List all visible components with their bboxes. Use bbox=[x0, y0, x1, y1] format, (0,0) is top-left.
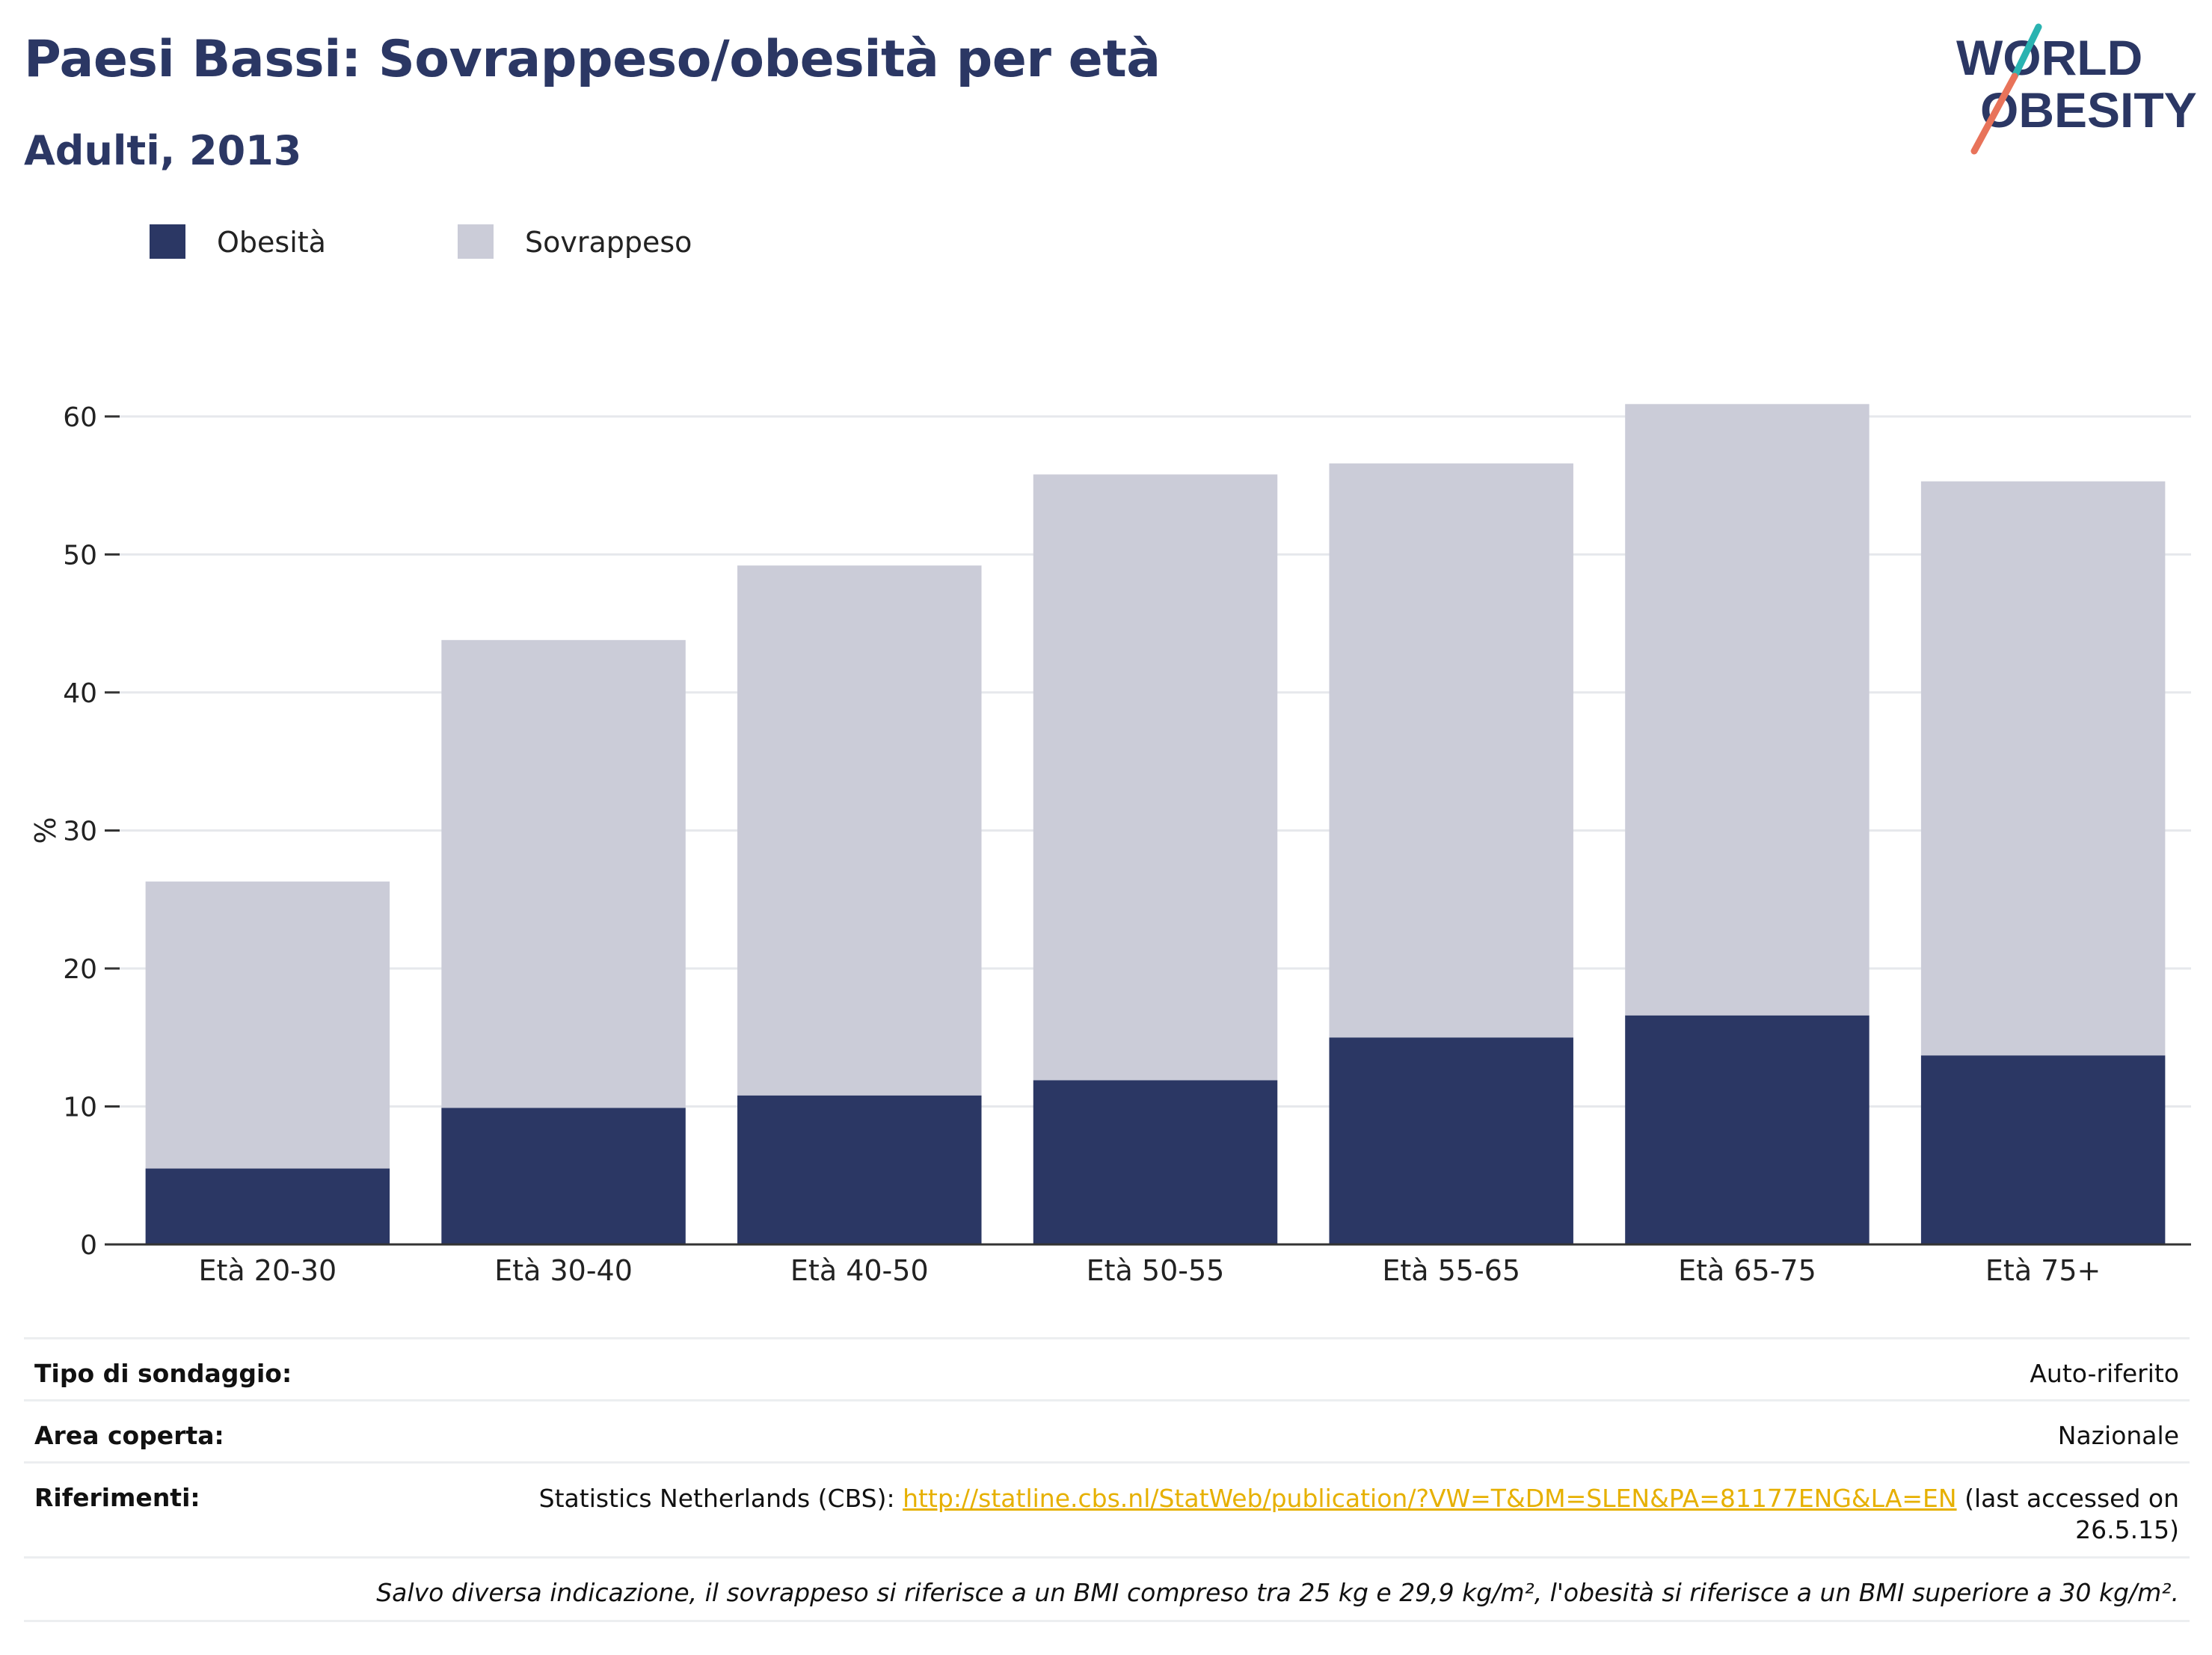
area-covered-label: Area coperta: bbox=[34, 1421, 224, 1450]
logo-slash-coral bbox=[1970, 73, 2018, 155]
bar-overweight-0 bbox=[145, 881, 390, 1169]
bmi-definition-note: Salvo diversa indicazione, il sovrappeso… bbox=[376, 1578, 2179, 1607]
references-source: Statistics Netherlands (CBS): bbox=[538, 1484, 903, 1513]
x-tick-label-1: Età 30-40 bbox=[494, 1254, 633, 1286]
bar-obesity-4 bbox=[1329, 1037, 1573, 1244]
references-suffix: (last accessed on bbox=[1956, 1484, 2179, 1513]
legend-label-obesity: Obesità bbox=[217, 226, 326, 259]
x-tick-label-4: Età 55-65 bbox=[1382, 1254, 1520, 1286]
y-tick-label-40: 40 bbox=[63, 678, 97, 709]
references-date: 26.5.15) bbox=[2075, 1515, 2179, 1544]
legend-label-overweight: Sovrappeso bbox=[525, 226, 692, 259]
legend-swatch-overweight bbox=[458, 224, 494, 259]
logo-line2: OBESITY bbox=[1980, 82, 2197, 138]
axes: 0 10 20 30 40 50 60% Età 20-30 Età 30-40 Età 40-5… bbox=[29, 402, 2191, 1286]
logo-slash-teal bbox=[2011, 23, 2042, 80]
bar-obesity-5 bbox=[1625, 1015, 1870, 1244]
y-tick-label-60: 60 bbox=[63, 402, 97, 433]
y-tick-label-20: 20 bbox=[63, 954, 97, 985]
legend-swatch-obesity bbox=[150, 224, 185, 259]
bar-overweight-3 bbox=[1033, 474, 1278, 1081]
info-row-survey: Tipo di sondaggio: Auto-riferito bbox=[24, 1337, 2190, 1399]
info-row-area: Area coperta: Nazionale bbox=[24, 1399, 2190, 1461]
bar-overweight-2 bbox=[737, 565, 982, 1096]
chart-title: Paesi Bassi: Sovrappeso/obesità per età bbox=[24, 30, 1161, 89]
x-tick-label-0: Età 20-30 bbox=[199, 1254, 337, 1286]
info-row-references: Riferimenti: Statistics Netherlands (CBS… bbox=[24, 1461, 2190, 1556]
bar-obesity-1 bbox=[441, 1108, 686, 1244]
logo-graphic: WORLD OBESITY bbox=[1956, 23, 2197, 155]
bar-chart: 0 10 20 30 40 50 60% Età 20-30 Età 30-40 Età 40-5… bbox=[29, 402, 2191, 1286]
bar-overweight-6 bbox=[1920, 481, 2166, 1056]
survey-type-value: Auto-riferito bbox=[2030, 1359, 2179, 1388]
y-axis-label: % bbox=[29, 817, 62, 844]
x-tick-label-5: Età 65-75 bbox=[1678, 1254, 1816, 1286]
world-obesity-logo: WORLD OBESITY bbox=[1944, 22, 2199, 157]
references-link[interactable]: http://statline.cbs.nl/StatWeb/publicati… bbox=[903, 1484, 1957, 1513]
y-tick-label-10: 10 bbox=[63, 1092, 97, 1123]
bar-obesity-6 bbox=[1920, 1055, 2166, 1244]
references-value: Statistics Netherlands (CBS): http://sta… bbox=[539, 1483, 2179, 1546]
x-tick-label-2: Età 40-50 bbox=[790, 1254, 929, 1286]
chart-subtitle: Adulti, 2013 bbox=[24, 127, 302, 174]
y-tick-label-30: 30 bbox=[63, 816, 97, 847]
survey-type-label: Tipo di sondaggio: bbox=[34, 1359, 292, 1388]
bar-obesity-0 bbox=[145, 1168, 390, 1244]
references-label: Riferimenti: bbox=[34, 1483, 200, 1512]
bar-overweight-4 bbox=[1329, 463, 1573, 1038]
bar-obesity-3 bbox=[1033, 1080, 1278, 1244]
y-tick-label-50: 50 bbox=[63, 540, 97, 571]
bar-overweight-5 bbox=[1625, 404, 1870, 1016]
x-tick-label-3: Età 50-55 bbox=[1087, 1254, 1225, 1286]
info-table: Tipo di sondaggio: Auto-riferito Area co… bbox=[24, 1337, 2190, 1622]
logo-line1: WORLD bbox=[1956, 30, 2142, 85]
bar-overweight-1 bbox=[441, 639, 686, 1108]
bars bbox=[145, 404, 2166, 1244]
bar-obesity-2 bbox=[737, 1095, 982, 1244]
x-tick-label-6: Età 75+ bbox=[1985, 1254, 2101, 1286]
y-tick-label-0: 0 bbox=[80, 1230, 97, 1261]
info-row-note: Salvo diversa indicazione, il sovrappeso… bbox=[24, 1556, 2190, 1622]
area-covered-value: Nazionale bbox=[2057, 1421, 2179, 1450]
